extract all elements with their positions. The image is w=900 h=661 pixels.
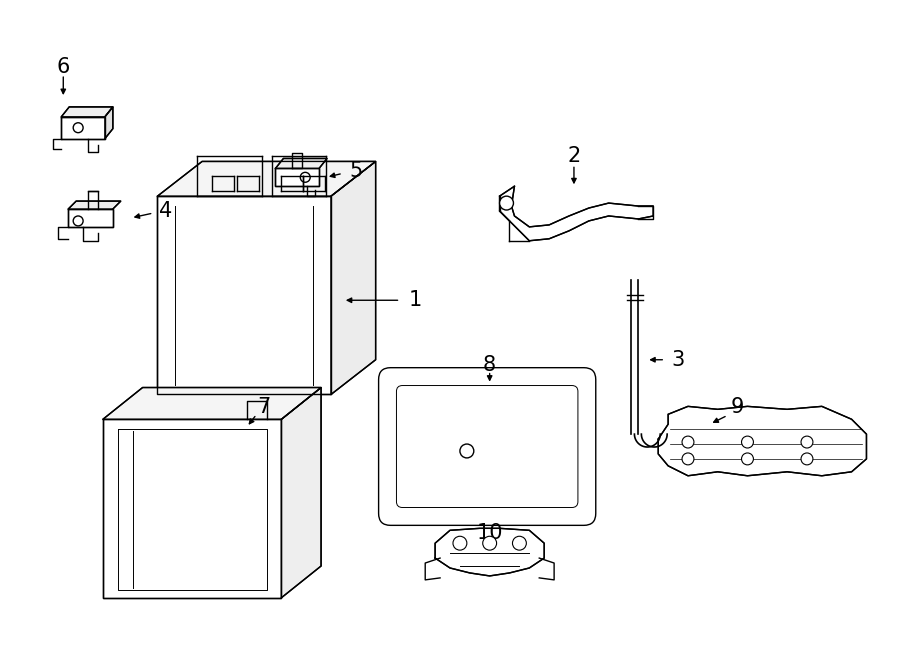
- Circle shape: [742, 453, 753, 465]
- Circle shape: [742, 436, 753, 448]
- Text: 5: 5: [349, 161, 363, 181]
- Text: 1: 1: [409, 290, 422, 310]
- Text: 8: 8: [483, 355, 496, 375]
- Polygon shape: [435, 528, 544, 576]
- Circle shape: [512, 536, 526, 550]
- Circle shape: [73, 123, 83, 133]
- Text: 7: 7: [257, 397, 270, 417]
- Circle shape: [801, 436, 813, 448]
- Circle shape: [460, 444, 473, 458]
- Circle shape: [482, 536, 497, 550]
- FancyBboxPatch shape: [379, 368, 596, 525]
- Polygon shape: [275, 169, 319, 186]
- Text: 2: 2: [567, 147, 580, 167]
- Circle shape: [500, 196, 514, 210]
- Circle shape: [682, 436, 694, 448]
- Polygon shape: [275, 159, 327, 169]
- Polygon shape: [158, 196, 331, 395]
- Polygon shape: [68, 209, 112, 227]
- Circle shape: [453, 536, 467, 550]
- Polygon shape: [68, 201, 121, 209]
- Polygon shape: [61, 117, 105, 139]
- Polygon shape: [103, 387, 321, 419]
- Polygon shape: [61, 107, 112, 117]
- Circle shape: [301, 173, 310, 182]
- Polygon shape: [331, 161, 375, 395]
- Text: 10: 10: [476, 524, 503, 543]
- Circle shape: [73, 216, 83, 226]
- Text: 9: 9: [731, 397, 744, 417]
- Text: 3: 3: [671, 350, 685, 369]
- Text: 6: 6: [57, 58, 70, 77]
- Circle shape: [682, 453, 694, 465]
- FancyBboxPatch shape: [397, 385, 578, 508]
- Polygon shape: [103, 419, 282, 598]
- Circle shape: [801, 453, 813, 465]
- Polygon shape: [158, 161, 375, 196]
- Polygon shape: [105, 107, 112, 139]
- Polygon shape: [500, 186, 653, 241]
- Polygon shape: [282, 387, 321, 598]
- Text: 4: 4: [158, 201, 172, 221]
- Polygon shape: [658, 407, 867, 476]
